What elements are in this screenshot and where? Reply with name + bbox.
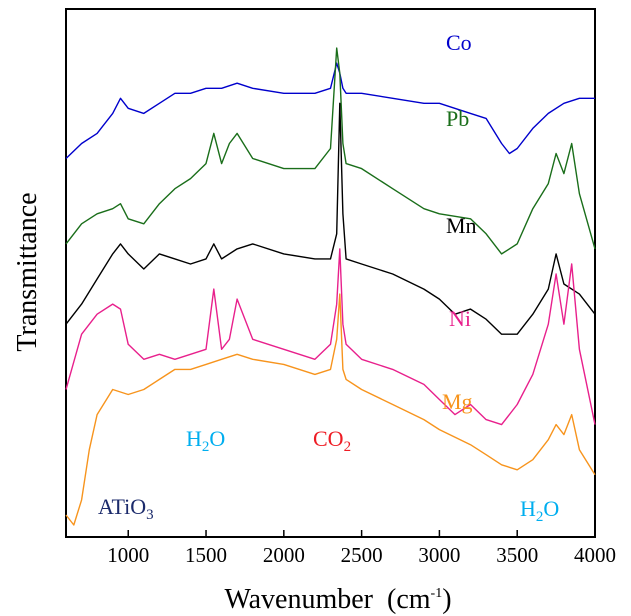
series-label-mg: Mg	[442, 389, 473, 414]
annotation-h2o-left: H2O	[186, 426, 225, 455]
series-layer	[65, 47, 596, 526]
series-line-ni	[65, 248, 596, 426]
x-tick-label: 3000	[418, 543, 460, 567]
series-line-co	[65, 62, 595, 160]
x-tick-label: 2000	[263, 543, 305, 567]
y-axis-title: Transmittance	[12, 192, 43, 351]
x-tick-label: 1500	[185, 543, 227, 567]
series-label-co: Co	[446, 30, 472, 55]
series-label-ni: Ni	[449, 306, 471, 331]
plot-frame	[65, 8, 596, 538]
x-tick-label: 2500	[341, 543, 383, 567]
series-label-pb: Pb	[446, 106, 469, 131]
series-line-pb	[65, 47, 596, 255]
series-line-mn	[65, 102, 596, 335]
x-tick-label: 1000	[107, 543, 149, 567]
x-tick-label: 3500	[496, 543, 538, 567]
annotation-atio3: ATiO3	[98, 494, 154, 523]
x-axis: 1000 1500 2000 2500 3000 3500 4000	[107, 530, 616, 567]
annotation-co2: CO2	[313, 426, 351, 455]
annotation-h2o-right: H2O	[520, 496, 559, 525]
series-label-mn: Mn	[446, 213, 477, 238]
x-tick-label: 4000	[574, 543, 616, 567]
x-axis-title: Wavenumber (cm-1)	[224, 584, 451, 615]
series-line-mg	[65, 293, 596, 526]
